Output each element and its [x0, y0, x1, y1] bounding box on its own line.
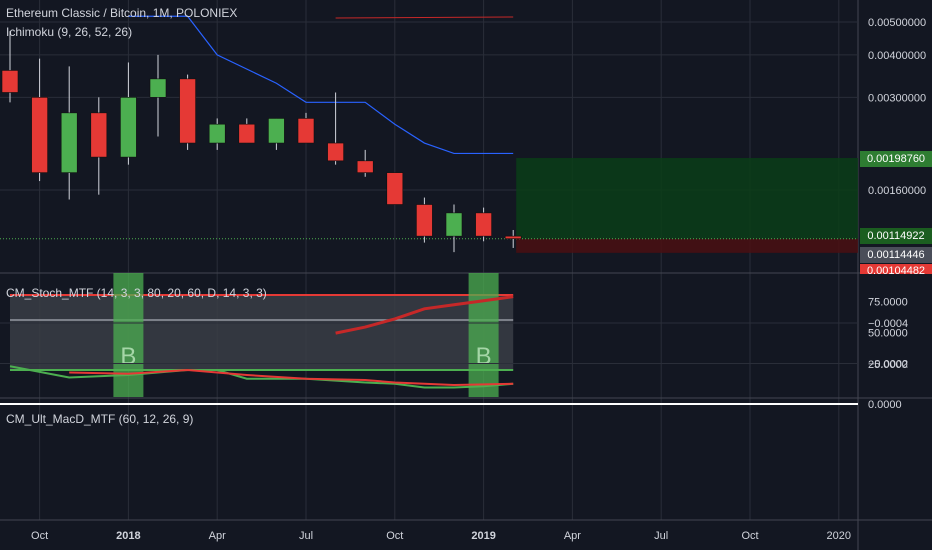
stoch-title: CM_Stoch_MTF (14, 3, 3, 80, 20, 60, D, 1…	[6, 286, 267, 300]
y-tick-label: 0.00160000	[868, 185, 926, 197]
macd-title: CM_Ult_MacD_MTF (60, 12, 26, 9)	[6, 412, 194, 426]
symbol-title: Ethereum Classic / Bitcoin, 1M, POLONIEX	[6, 6, 238, 20]
candle-down	[31, 97, 48, 173]
candle-down	[327, 142, 344, 162]
x-tick-label: Apr	[564, 530, 581, 542]
macd-y-tick-label: −0.0004	[868, 318, 908, 330]
candle-down	[475, 212, 492, 237]
candle-down	[416, 204, 433, 237]
x-tick-label: Jul	[654, 530, 668, 542]
candle-down	[356, 160, 374, 173]
target-price-badge: 0.00198760	[860, 151, 932, 167]
candle-down	[386, 172, 404, 205]
y-tick-label: 0.00300000	[868, 92, 926, 104]
candle-down	[238, 123, 256, 144]
candle-down	[1, 70, 19, 93]
buy-signal-label: B	[120, 343, 136, 370]
stop-price-badge: 0.00104482	[860, 264, 932, 274]
candle-down	[179, 78, 196, 144]
candle-up	[120, 97, 137, 158]
macd-series-line	[335, 295, 514, 335]
ichimoku-legend: Ichimoku (9, 26, 52, 26)	[6, 25, 133, 39]
candle-down	[297, 118, 315, 144]
candle-down	[90, 112, 108, 158]
stoch-y-tick-label: 75.0000	[868, 296, 908, 308]
macd-y-tick-label: 0.0000	[868, 399, 902, 411]
y-tick-label: 0.00500000	[868, 17, 926, 29]
x-tick-label: Oct	[31, 530, 48, 542]
last-price-badge: 0.00114922	[860, 228, 932, 244]
target-zone	[516, 158, 858, 239]
candle-up	[149, 78, 167, 98]
x-tick-label: Oct	[386, 530, 403, 542]
buy-signal-bar	[468, 273, 499, 397]
x-tick-label: 2020	[827, 530, 851, 542]
y-tick-label: 0.00400000	[868, 50, 926, 62]
candle-up	[268, 118, 285, 144]
macd-y-tick-label: −0.0002	[868, 359, 908, 371]
x-tick-label: 2019	[471, 530, 495, 542]
resistance-line	[335, 16, 514, 19]
candle-up	[60, 112, 78, 173]
candle-up	[445, 212, 463, 237]
candle-up	[208, 123, 226, 144]
buy-signal-label: B	[476, 343, 492, 370]
candle-down	[504, 235, 522, 239]
x-tick-label: Oct	[741, 530, 758, 542]
x-tick-label: Apr	[209, 530, 226, 542]
stoch-series-line	[69, 368, 514, 387]
x-tick-label: Jul	[299, 530, 313, 542]
prev-price-badge: 0.00114446	[860, 247, 932, 263]
x-tick-label: 2018	[116, 530, 140, 542]
stop-zone	[516, 238, 858, 253]
stoch-y-tick-label: 25.0000	[868, 359, 908, 371]
stoch-y-tick-label: 50.0000	[868, 328, 908, 340]
